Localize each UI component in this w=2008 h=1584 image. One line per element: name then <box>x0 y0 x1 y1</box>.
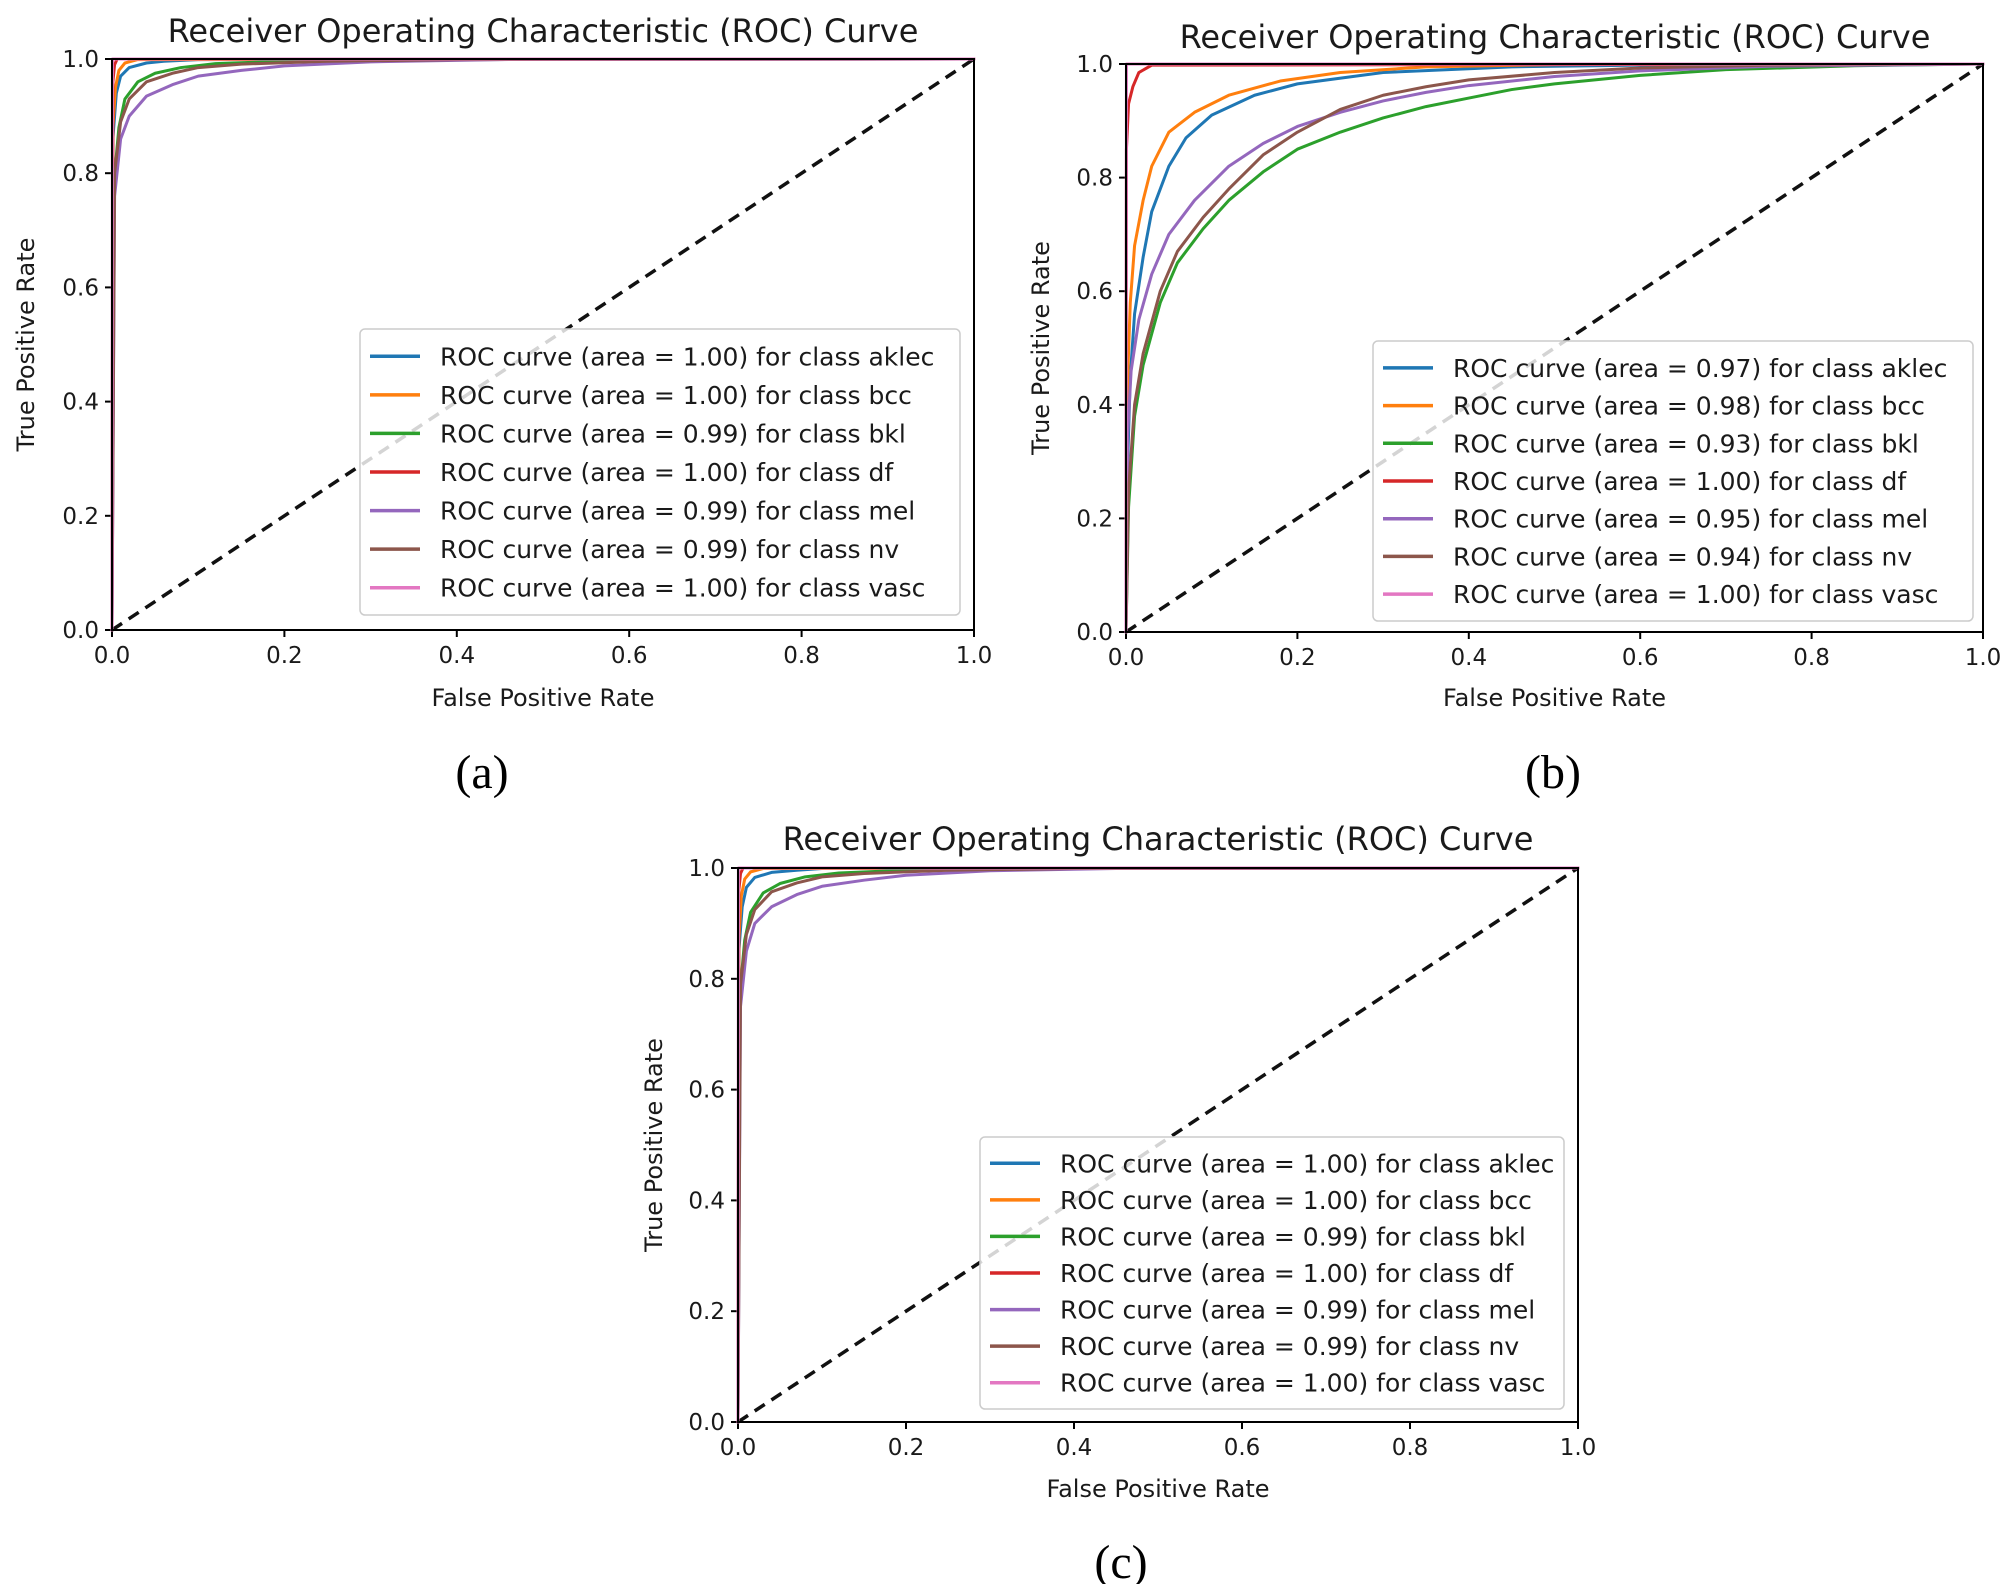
roc-panel-a: Receiver Operating Characteristic (ROC) … <box>12 12 992 799</box>
y-tick-label: 0.2 <box>688 1299 725 1325</box>
chart-title: Receiver Operating Characteristic (ROC) … <box>783 820 1534 858</box>
x-tick-label: 0.0 <box>94 643 131 669</box>
panel-label: (a) <box>455 746 508 799</box>
legend-label-bcc: ROC curve (area = 1.00) for class bcc <box>440 381 912 410</box>
chance-diagonal-line <box>1125 62 1984 634</box>
x-tick-label: 1.0 <box>956 643 993 669</box>
y-tick-label: 0.6 <box>1076 279 1113 305</box>
legend-label-vasc: ROC curve (area = 1.00) for class vasc <box>1453 580 1938 609</box>
y-tick-label: 1.0 <box>1076 52 1113 78</box>
x-tick-label: 0.8 <box>1392 1435 1429 1461</box>
y-tick-label: 0.6 <box>62 275 99 301</box>
legend-label-nv: ROC curve (area = 0.99) for class nv <box>440 535 899 564</box>
y-tick-label: 0.4 <box>1076 393 1113 419</box>
legend-label-vasc: ROC curve (area = 1.00) for class vasc <box>440 574 925 603</box>
roc-curve-nv <box>736 866 1580 1424</box>
y-tick-label: 0.0 <box>1076 620 1113 646</box>
legend-label-aklec: ROC curve (area = 0.97) for class aklec <box>1453 354 1947 383</box>
y-tick-label: 0.0 <box>62 618 99 644</box>
y-axis-label: True Positive Rate <box>12 238 40 453</box>
legend-box <box>1372 340 1974 622</box>
legend-label-df: ROC curve (area = 1.00) for class df <box>1060 1259 1514 1288</box>
y-tick-label: 0.0 <box>688 1410 725 1436</box>
y-tick-label: 0.8 <box>688 967 725 993</box>
y-tick-label: 0.8 <box>62 161 99 187</box>
y-axis-label: True Positive Rate <box>1027 241 1055 456</box>
y-axis-label: True Positive Rate <box>640 1038 668 1253</box>
x-tick-label: 1.0 <box>1560 1435 1597 1461</box>
panel-label: (b) <box>1525 746 1581 799</box>
legend-box <box>979 1136 1565 1410</box>
roc-panel-b: Receiver Operating Characteristic (ROC) … <box>1027 18 2001 799</box>
x-axis-label: False Positive Rate <box>1046 1475 1269 1503</box>
x-tick-label: 0.4 <box>439 643 476 669</box>
x-tick-label: 0.2 <box>888 1435 925 1461</box>
legend-label-bcc: ROC curve (area = 1.00) for class bcc <box>1060 1186 1532 1215</box>
legend-label-mel: ROC curve (area = 0.99) for class mel <box>1060 1296 1535 1325</box>
y-tick-label: 0.4 <box>688 1188 725 1214</box>
legend-label-bkl: ROC curve (area = 0.99) for class bkl <box>440 419 906 448</box>
legend: ROC curve (area = 1.00) for class aklec R… <box>979 1136 1565 1410</box>
x-tick-label: 0.0 <box>720 1435 757 1461</box>
legend-label-nv: ROC curve (area = 0.94) for class nv <box>1453 542 1912 571</box>
legend-label-df: ROC curve (area = 1.00) for class df <box>1453 467 1907 496</box>
legend-label-bkl: ROC curve (area = 0.93) for class bkl <box>1453 429 1919 458</box>
x-tick-label: 0.4 <box>1056 1435 1093 1461</box>
x-tick-label: 0.6 <box>611 643 648 669</box>
plot-frame <box>737 867 1579 1423</box>
chart-title: Receiver Operating Characteristic (ROC) … <box>1180 18 1931 56</box>
x-tick-label: 0.6 <box>1224 1435 1261 1461</box>
x-axis-label: False Positive Rate <box>1443 684 1666 712</box>
legend-label-mel: ROC curve (area = 0.95) for class mel <box>1453 505 1928 534</box>
x-tick-label: 0.2 <box>1279 645 1316 671</box>
legend-label-vasc: ROC curve (area = 1.00) for class vasc <box>1060 1369 1545 1398</box>
legend-label-bcc: ROC curve (area = 0.98) for class bcc <box>1453 392 1925 421</box>
x-tick-label: 0.8 <box>783 643 820 669</box>
x-tick-label: 0.4 <box>1451 645 1488 671</box>
legend-label-df: ROC curve (area = 1.00) for class df <box>440 458 894 487</box>
legend-box <box>359 328 961 616</box>
y-tick-label: 0.2 <box>62 504 99 530</box>
legend-label-nv: ROC curve (area = 0.99) for class nv <box>1060 1332 1519 1361</box>
roc-curve-bkl <box>1124 62 1985 634</box>
y-tick-label: 0.6 <box>688 1078 725 1104</box>
roc-curve-mel <box>1124 62 1985 634</box>
legend-label-aklec: ROC curve (area = 1.00) for class aklec <box>1060 1149 1554 1178</box>
legend-label-bkl: ROC curve (area = 0.99) for class bkl <box>1060 1222 1526 1251</box>
roc-curve-nv <box>110 57 976 632</box>
legend: ROC curve (area = 0.97) for class aklec R… <box>1372 340 1974 622</box>
chance-diagonal-line <box>111 57 975 632</box>
y-tick-label: 0.8 <box>1076 166 1113 192</box>
y-tick-label: 1.0 <box>688 856 725 882</box>
x-axis-label: False Positive Rate <box>431 684 654 712</box>
x-tick-label: 0.2 <box>266 643 303 669</box>
y-tick-label: 0.2 <box>1076 506 1113 532</box>
legend: ROC curve (area = 1.00) for class aklec R… <box>359 328 961 616</box>
x-tick-label: 0.8 <box>1793 645 1830 671</box>
y-tick-label: 1.0 <box>62 47 99 73</box>
plot-frame <box>1125 63 1984 633</box>
legend-label-aklec: ROC curve (area = 1.00) for class aklec <box>440 342 934 371</box>
chart-title: Receiver Operating Characteristic (ROC) … <box>168 12 919 50</box>
y-tick-label: 0.4 <box>62 390 99 416</box>
x-tick-label: 0.0 <box>1108 645 1145 671</box>
panel-label: (c) <box>1094 1536 1147 1584</box>
roc-curve-nv <box>1124 62 1985 634</box>
roc-panel-c: Receiver Operating Characteristic (ROC) … <box>640 820 1596 1584</box>
x-tick-label: 0.6 <box>1622 645 1659 671</box>
x-tick-label: 1.0 <box>1965 645 2002 671</box>
legend-label-mel: ROC curve (area = 0.99) for class mel <box>440 497 915 526</box>
plot-frame <box>111 58 975 631</box>
